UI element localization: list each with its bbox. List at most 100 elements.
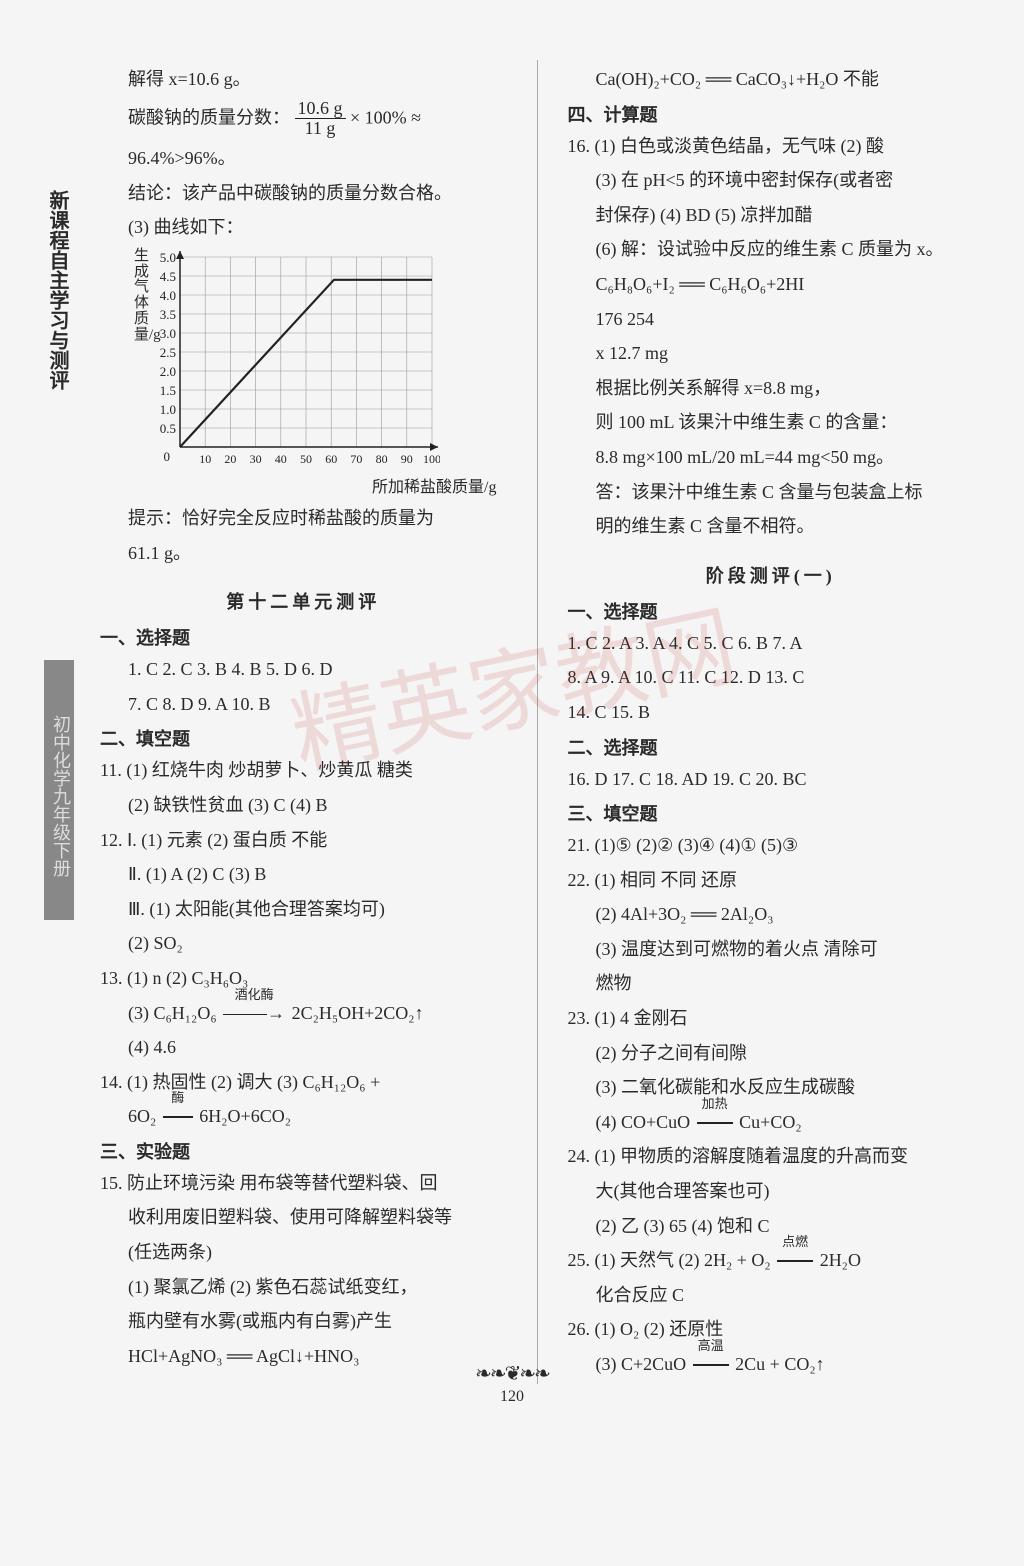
answer-line: Ⅱ. (1) A (2) C (3) B: [100, 859, 507, 890]
svg-text:4.5: 4.5: [160, 269, 176, 284]
text: 6O₂: [128, 1106, 156, 1126]
column-divider: [537, 60, 538, 1384]
answer-line: 24. (1) 甲物质的溶解度随着温度的升高而变: [568, 1141, 975, 1172]
answer-line: 14. C 15. B: [568, 697, 975, 728]
text-line: 碳酸钠的质量分数： 10.6 g 11 g × 100% ≈: [100, 99, 507, 140]
answer-line: Ⅲ. (1) 太阳能(其他合理答案均可): [100, 894, 507, 925]
answer-line: 化合反应 C: [568, 1280, 975, 1311]
svg-text:80: 80: [376, 452, 388, 466]
svg-text:3.0: 3.0: [160, 326, 176, 341]
page-flourish-icon: ❧❧❦❧❧: [475, 1361, 549, 1386]
two-columns: 解得 x=10.6 g。 碳酸钠的质量分数： 10.6 g 11 g × 100…: [100, 60, 974, 1384]
answer-line: C₆H₈O₆+I₂ ══ C₆H₆O₆+2HI: [568, 269, 975, 300]
answer-line: 16. D 17. C 18. AD 19. C 20. BC: [568, 764, 975, 795]
svg-text:40: 40: [275, 452, 287, 466]
chart-x-axis-label: 所加稀盐酸质量/g: [140, 473, 497, 497]
reaction-condition: 高温: [691, 1335, 731, 1357]
answer-line: (1) 聚氯乙烯 (2) 紫色石蕊试纸变红，: [100, 1272, 507, 1303]
answer-line: (2) 4Al+3O₂ ══ 2Al₂O₃: [568, 899, 975, 930]
svg-text:2.0: 2.0: [160, 364, 176, 379]
svg-text:1.0: 1.0: [160, 402, 176, 417]
answer-line: 明的维生素 C 含量不相符。: [568, 511, 975, 542]
answer-line: 8.8 mg×100 mL/20 mL=44 mg<50 mg。: [568, 442, 975, 473]
text: (3) C₆H₁₂O₆: [128, 1003, 221, 1023]
section-heading: 一、选择题: [568, 598, 975, 624]
answer-line: 26. (1) O₂ (2) 还原性: [568, 1314, 975, 1345]
section-heading: 一、选择题: [100, 624, 507, 650]
answer-line: 收利用废旧塑料袋、使用可降解塑料袋等: [100, 1202, 507, 1233]
fraction-bot: 11 g: [295, 119, 346, 139]
answer-line: (3) 温度达到可燃物的着火点 清除可: [568, 934, 975, 965]
chart-svg: 0.51.01.52.02.53.03.54.04.55.01020304050…: [140, 249, 440, 473]
svg-text:30: 30: [250, 452, 262, 466]
text: 25. (1) 天然气 (2) 2H₂ + O₂: [568, 1250, 771, 1270]
answer-line: (2) 分子之间有间隙: [568, 1038, 975, 1069]
answer-line: 23. (1) 4 金刚石: [568, 1003, 975, 1034]
answer-line: 15. 防止环境污染 用布袋等替代塑料袋、回: [100, 1168, 507, 1199]
answer-line: 8. A 9. A 10. C 11. C 12. D 13. C: [568, 662, 975, 693]
svg-text:20: 20: [224, 452, 236, 466]
svg-text:10: 10: [199, 452, 211, 466]
answer-line: (3) C₆H₁₂O₆ 酒化酶 → 2C₂H₅OH+2CO₂↑: [100, 998, 507, 1029]
section-heading: 三、填空题: [568, 800, 975, 826]
text-line: 61.1 g。: [100, 538, 507, 569]
answer-line: 16. (1) 白色或淡黄色结晶，无气味 (2) 酸: [568, 131, 975, 162]
text: 2Cu + CO₂↑: [735, 1354, 824, 1374]
answer-line: 25. (1) 天然气 (2) 2H₂ + O₂ 点燃 2H₂O: [568, 1245, 975, 1276]
answer-line: (4) CO+CuO 加热 Cu+CO₂: [568, 1107, 975, 1138]
answer-line: 根据比例关系解得 x=8.8 mg，: [568, 373, 975, 404]
answer-line: (3) 在 pH<5 的环境中密封保存(或者密: [568, 165, 975, 196]
answer-line: 答：该果汁中维生素 C 含量与包装盒上标: [568, 477, 975, 508]
text: Cu+CO₂: [739, 1112, 801, 1132]
section-heading: 三、实验题: [100, 1138, 507, 1164]
svg-text:3.5: 3.5: [160, 307, 176, 322]
reaction-condition: 酶: [161, 1087, 195, 1109]
text-line: 提示：恰好完全反应时稀盐酸的质量为: [100, 503, 507, 534]
page-root: 新课程自主学习与测评 初中化学九年级下册 精英家教网 解得 x=10.6 g。 …: [0, 0, 1024, 1424]
svg-text:90: 90: [401, 452, 413, 466]
svg-text:2.5: 2.5: [160, 345, 176, 360]
left-column: 解得 x=10.6 g。 碳酸钠的质量分数： 10.6 g 11 g × 100…: [100, 60, 507, 1384]
answer-line: (2) SO₂: [100, 928, 507, 959]
text: 6H₂O+6CO₂: [199, 1106, 291, 1126]
answer-line: 大(其他合理答案也可): [568, 1176, 975, 1207]
answer-line: 11. (1) 红烧牛肉 炒胡萝卜、炒黄瓜 糖类: [100, 755, 507, 786]
answer-line: 1. C 2. A 3. A 4. C 5. C 6. B 7. A: [568, 628, 975, 659]
answer-line: 21. (1)⑤ (2)② (3)④ (4)① (5)③: [568, 830, 975, 861]
text: (3) C+2CuO: [596, 1354, 687, 1374]
answer-line: HCl+AgNO₃ ══ AgCl↓+HNO₃: [100, 1341, 507, 1372]
answer-line: (2) 乙 (3) 65 (4) 饱和 C: [568, 1211, 975, 1242]
right-column: Ca(OH)₂+CO₂ ══ CaCO₃↓+H₂O 不能 四、计算题 16. (…: [568, 60, 975, 1384]
answer-line: 封保存) (4) BD (5) 凉拌加醋: [568, 200, 975, 231]
unit-12-title: 第十二单元测评: [100, 588, 507, 614]
svg-text:50: 50: [300, 452, 312, 466]
chart-y-axis-label: 生成气体质量/g: [134, 249, 152, 344]
text-line: 结论：该产品中碳酸钠的质量分数合格。: [100, 178, 507, 209]
section-heading: 二、填空题: [100, 725, 507, 751]
answer-line: 则 100 mL 该果汁中维生素 C 的含量：: [568, 407, 975, 438]
text-line: (3) 曲线如下：: [100, 212, 507, 243]
text: (4) CO+CuO: [596, 1112, 691, 1132]
answer-line: 7. C 8. D 9. A 10. B: [100, 689, 507, 720]
text: × 100% ≈: [350, 107, 421, 127]
answer-line: 12. Ⅰ. (1) 元素 (2) 蛋白质 不能: [100, 825, 507, 856]
svg-text:100: 100: [423, 452, 440, 466]
answer-line: (2) 缺铁性贫血 (3) C (4) B: [100, 790, 507, 821]
answer-line: 176 254: [568, 304, 975, 335]
stage-test-title: 阶段测评(一): [568, 562, 975, 588]
section-heading: 四、计算题: [568, 101, 975, 127]
answer-line: (6) 解：设试验中反应的维生素 C 质量为 x。: [568, 234, 975, 265]
svg-text:60: 60: [325, 452, 337, 466]
text: 2H₂O: [820, 1250, 861, 1270]
answer-line: 1. C 2. C 3. B 4. B 5. D 6. D: [100, 654, 507, 685]
side-label-top: 新课程自主学习与测评: [46, 190, 70, 390]
text: 2C₂H₅OH+2CO₂↑: [292, 1003, 424, 1023]
answer-line: (3) C+2CuO 高温 2Cu + CO₂↑: [568, 1349, 975, 1380]
svg-text:4.0: 4.0: [160, 288, 176, 303]
fraction-top: 10.6 g: [295, 99, 346, 120]
gas-mass-chart: 生成气体质量/g 0.51.01.52.02.53.03.54.04.55.01…: [140, 249, 507, 497]
svg-text:5.0: 5.0: [160, 250, 176, 265]
svg-text:70: 70: [350, 452, 362, 466]
answer-line: 22. (1) 相同 不同 还原: [568, 865, 975, 896]
reaction-condition: 加热: [695, 1093, 735, 1115]
